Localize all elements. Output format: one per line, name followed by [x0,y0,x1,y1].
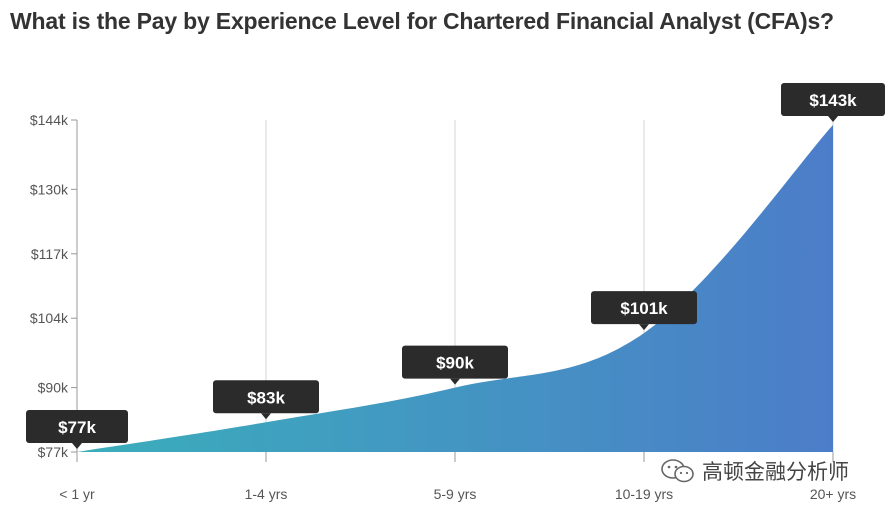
x-tick-label: 1-4 yrs [245,486,288,502]
data-label-text: $83k [247,388,285,407]
y-tick-label: $90k [38,380,69,396]
data-label-box [591,291,697,325]
data-label-box [26,410,128,443]
x-tick-label: 20+ yrs [810,486,856,502]
x-tick-label: < 1 yr [59,486,95,502]
label-layer: $77k $83k $90k $101k $143k [26,82,885,449]
data-label-pointer [828,115,838,122]
wechat-icon [660,458,696,484]
y-tick-label: $77k [38,444,69,460]
x-tick-label: 10-19 yrs [615,486,673,502]
y-tick-label: $130k [30,181,69,197]
data-label-box [402,345,508,379]
axis-layer: $77k $90k $104k $117k $130k $144k < 1 yr 1-4 yr… [30,112,856,502]
data-label-text: $143k [809,91,857,110]
area-layer [77,124,833,452]
series-area [77,124,833,452]
watermark: 高顿金融分析师 [660,456,849,486]
data-label: $83k [213,380,319,420]
y-tick-label: $117k [31,246,69,262]
data-label: $101k [591,291,697,331]
data-label-text: $101k [620,299,668,318]
data-label-pointer [72,443,82,449]
chart-title: What is the Pay by Experience Level for … [10,8,834,34]
watermark-text: 高顿金融分析师 [702,460,849,484]
data-label-box [781,82,885,116]
y-tick-label: $104k [30,310,69,326]
data-label: $143k [781,82,885,122]
data-label-pointer [261,413,271,420]
data-label-pointer [450,378,460,385]
data-label-box [213,380,319,414]
data-label-text: $77k [58,418,96,437]
y-tick-label: $144k [30,112,69,128]
data-label-text: $90k [436,354,474,373]
x-tick-label: 5-9 yrs [434,486,477,502]
data-label: $77k [26,410,128,449]
data-label: $90k [402,345,508,385]
data-label-pointer [639,324,649,331]
